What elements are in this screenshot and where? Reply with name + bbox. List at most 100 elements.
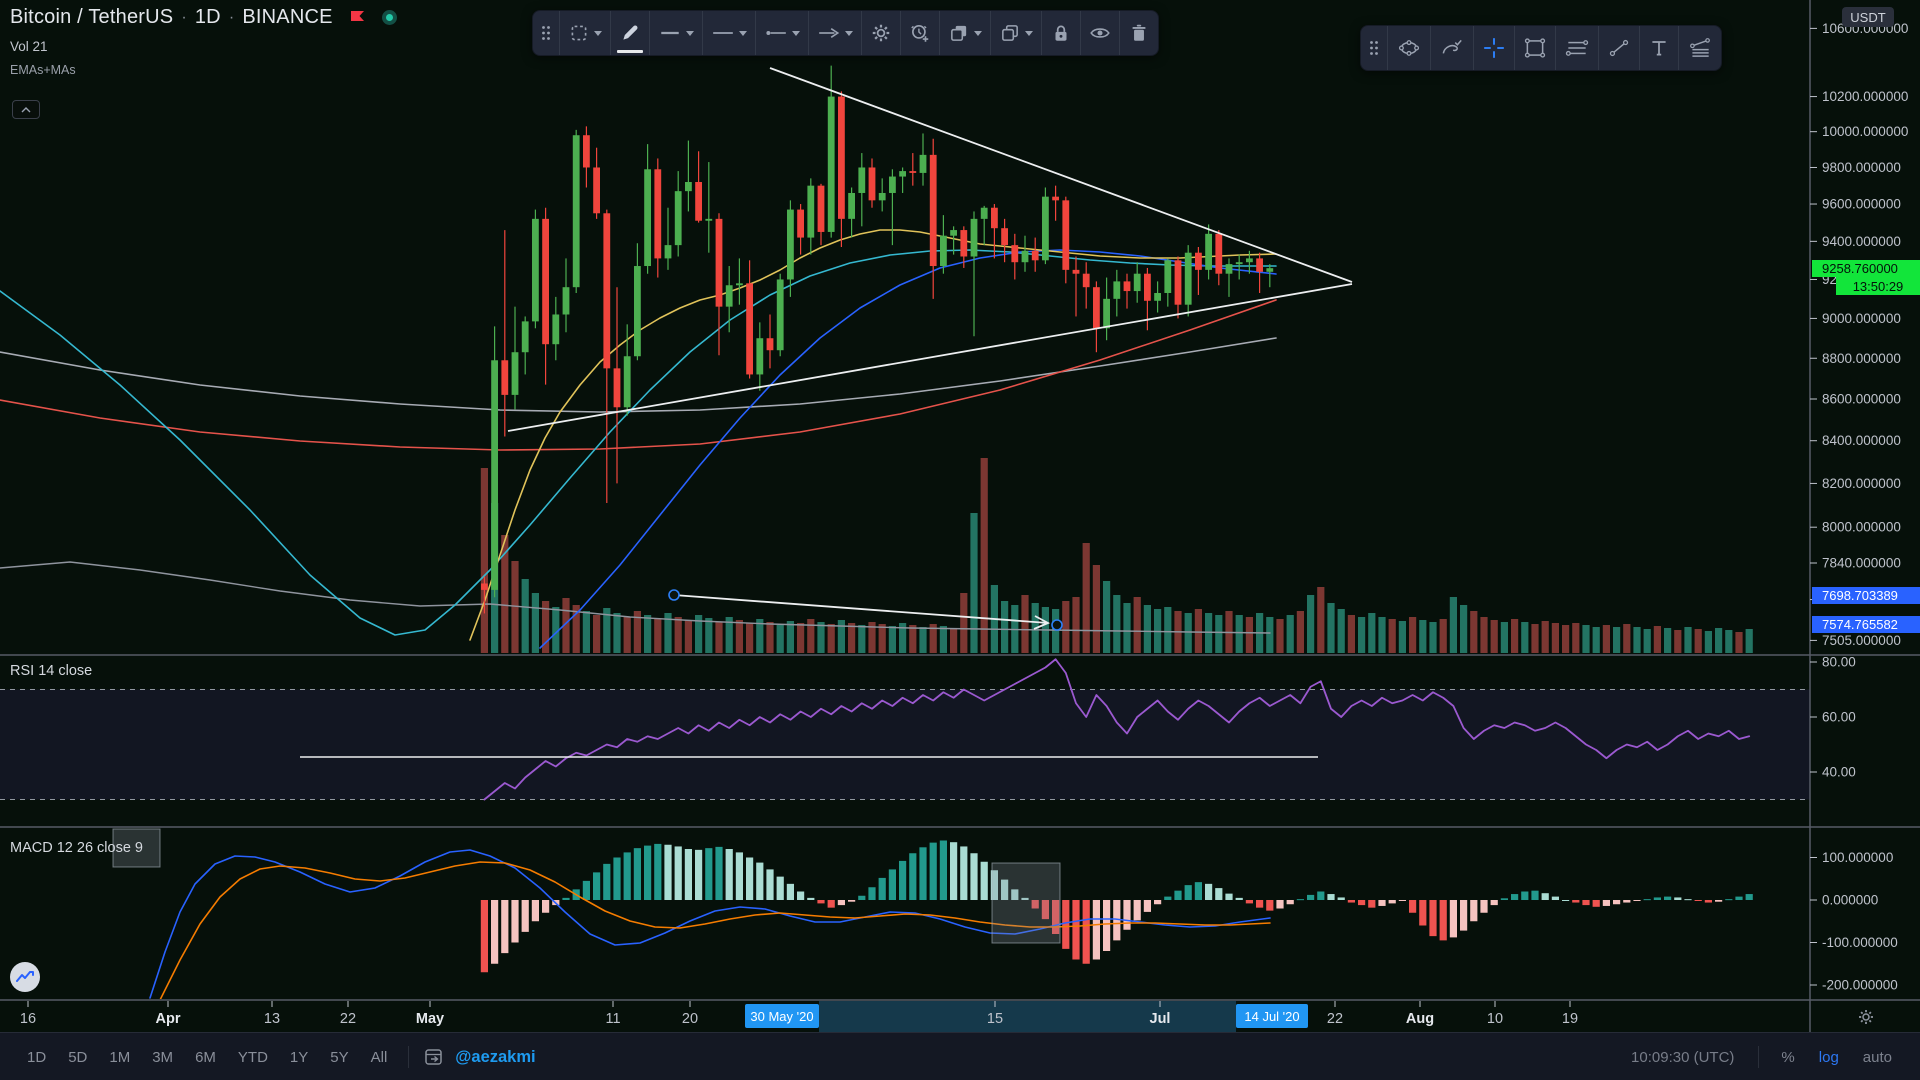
drawings-layer <box>112 67 1353 944</box>
range-1m-button[interactable]: 1M <box>109 1048 131 1066</box>
svg-text:20: 20 <box>682 1011 698 1027</box>
chevron-down-icon <box>594 30 602 36</box>
macd-layer <box>149 840 1753 999</box>
interval-label[interactable]: 1D <box>194 6 221 28</box>
chevron-down-icon <box>739 30 747 36</box>
range-end-badge: 14 Jul '20 <box>1236 1004 1308 1028</box>
rsi-band <box>0 689 1810 800</box>
svg-text:22: 22 <box>1327 1011 1343 1027</box>
auto-scale-button[interactable]: auto <box>1862 1048 1892 1066</box>
svg-text:10200.000000: 10200.000000 <box>1822 89 1908 104</box>
arrow-tool-button[interactable] <box>809 11 861 55</box>
range-ytd-button[interactable]: YTD <box>237 1048 268 1066</box>
volume-indicator-label[interactable]: Vol 21 <box>10 39 48 54</box>
favorites-toolbar <box>1360 25 1722 71</box>
svg-text:22: 22 <box>340 1011 356 1027</box>
layers-icon[interactable] <box>940 11 990 55</box>
svg-text:13: 13 <box>264 1011 280 1027</box>
horizontal-line-tool-button[interactable] <box>703 11 755 55</box>
svg-text:9000.000000: 9000.000000 <box>1822 311 1901 326</box>
chart-legend: Bitcoin / TetherUS · 1D · BINANCE Vol 21… <box>10 6 397 77</box>
flag-icon[interactable] <box>349 9 366 26</box>
parallel-lines-tool-button[interactable] <box>1556 26 1598 70</box>
range-all-button[interactable]: All <box>370 1048 388 1066</box>
rectangle-tool-button[interactable] <box>1515 26 1555 70</box>
username-link[interactable]: @aezakmi <box>455 1047 536 1066</box>
utc-clock[interactable]: 10:09:30 (UTC) <box>1631 1048 1735 1066</box>
stats-lines-tool-button[interactable] <box>1679 26 1721 70</box>
title-separator: · <box>228 8 235 26</box>
svg-text:Jul: Jul <box>1150 1011 1171 1027</box>
price-axis-labels: 10600.00000010200.00000010000.0000009800… <box>1810 21 1908 993</box>
toolbar-drag-handle[interactable] <box>1361 26 1387 70</box>
svg-text:40.00: 40.00 <box>1822 765 1856 780</box>
ma-layer <box>0 229 1277 649</box>
percent-scale-button[interactable]: % <box>1781 1048 1795 1066</box>
lock-icon[interactable] <box>1042 11 1080 55</box>
range-5d-button[interactable]: 5D <box>68 1048 88 1066</box>
selection-tool-button[interactable] <box>560 11 610 55</box>
volume-layer <box>0 458 1753 653</box>
svg-text:8800.000000: 8800.000000 <box>1822 351 1901 366</box>
legend-collapse-button[interactable] <box>12 100 40 119</box>
symbol-name[interactable]: Bitcoin / TetherUS <box>10 6 174 28</box>
svg-text:9400.000000: 9400.000000 <box>1822 234 1901 249</box>
svg-text:8600.000000: 8600.000000 <box>1822 392 1901 407</box>
settings-gear-icon[interactable] <box>862 11 900 55</box>
text-tool-button[interactable] <box>1640 26 1678 70</box>
svg-text:9600.000000: 9600.000000 <box>1822 197 1901 212</box>
svg-text:8200.000000: 8200.000000 <box>1822 476 1901 491</box>
currency-badge[interactable]: USDT <box>1842 7 1894 27</box>
range-1d-button[interactable]: 1D <box>27 1048 47 1066</box>
chevron-down-icon <box>974 30 982 36</box>
title-separator: · <box>181 8 187 26</box>
clone-icon[interactable] <box>991 11 1041 55</box>
range-5y-button[interactable]: 5Y <box>330 1048 349 1066</box>
range-1y-button[interactable]: 1Y <box>289 1048 309 1066</box>
svg-text:15: 15 <box>987 1011 1003 1027</box>
svg-text:8000.000000: 8000.000000 <box>1822 520 1901 535</box>
svg-text:16: 16 <box>20 1011 36 1027</box>
ema-indicator-label[interactable]: EMAs+MAs <box>10 63 76 77</box>
ellipse-tool-button[interactable] <box>1388 26 1430 70</box>
scale-controls: 10:09:30 (UTC) % log auto <box>1631 1045 1920 1070</box>
svg-text:Aug: Aug <box>1406 1011 1434 1027</box>
chart-canvas[interactable]: 10600.00000010200.00000010000.0000009800… <box>0 0 1920 1032</box>
svg-text:11: 11 <box>605 1011 620 1027</box>
brush-tool-button[interactable] <box>1431 26 1473 70</box>
svg-text:10000.000000: 10000.000000 <box>1822 124 1908 139</box>
svg-text:May: May <box>416 1011 444 1027</box>
pencil-tool-button[interactable] <box>611 11 649 55</box>
date-range-switcher: 1D 5D 1M 3M 6M YTD 1Y 5Y All @aezakmi <box>0 1043 536 1072</box>
macd-pane-label[interactable]: MACD 12 26 close 9 <box>10 840 143 856</box>
svg-text:60.00: 60.00 <box>1822 710 1856 725</box>
trash-icon[interactable] <box>1120 11 1158 55</box>
range-6m-button[interactable]: 6M <box>195 1048 216 1066</box>
svg-text:19: 19 <box>1562 1011 1578 1027</box>
trend-line-tool-button[interactable] <box>1599 26 1639 70</box>
bar-countdown-badge: 13:50:29 <box>1836 277 1920 295</box>
svg-text:10: 10 <box>1487 1011 1503 1027</box>
rsi-pane-label[interactable]: RSI 14 close <box>10 663 93 679</box>
line-tool-button[interactable] <box>650 11 702 55</box>
toolbar-drag-handle[interactable] <box>533 11 559 55</box>
tradingview-logo-button[interactable] <box>10 962 40 992</box>
crosshair-tool-button[interactable] <box>1474 26 1514 70</box>
eye-icon[interactable] <box>1081 11 1119 55</box>
svg-text:-100.000000: -100.000000 <box>1822 935 1898 950</box>
range-3m-button[interactable]: 3M <box>152 1048 174 1066</box>
market-status-icon[interactable] <box>381 10 397 25</box>
divider <box>1758 1046 1760 1068</box>
exchange-label[interactable]: BINANCE <box>242 6 333 28</box>
svg-text:Apr: Apr <box>156 1011 181 1027</box>
go-to-date-icon[interactable] <box>423 1047 445 1067</box>
add-alert-icon[interactable] <box>901 11 939 55</box>
axis-settings-gear-icon[interactable] <box>1856 1007 1876 1032</box>
active-tool-indicator <box>617 50 643 53</box>
drawing-price-badge: 7698.703389 <box>1812 587 1920 604</box>
ray-tool-button[interactable] <box>756 11 808 55</box>
svg-text:0.000000: 0.000000 <box>1822 893 1878 908</box>
chevron-down-icon <box>845 30 853 36</box>
log-scale-button[interactable]: log <box>1818 1048 1839 1066</box>
